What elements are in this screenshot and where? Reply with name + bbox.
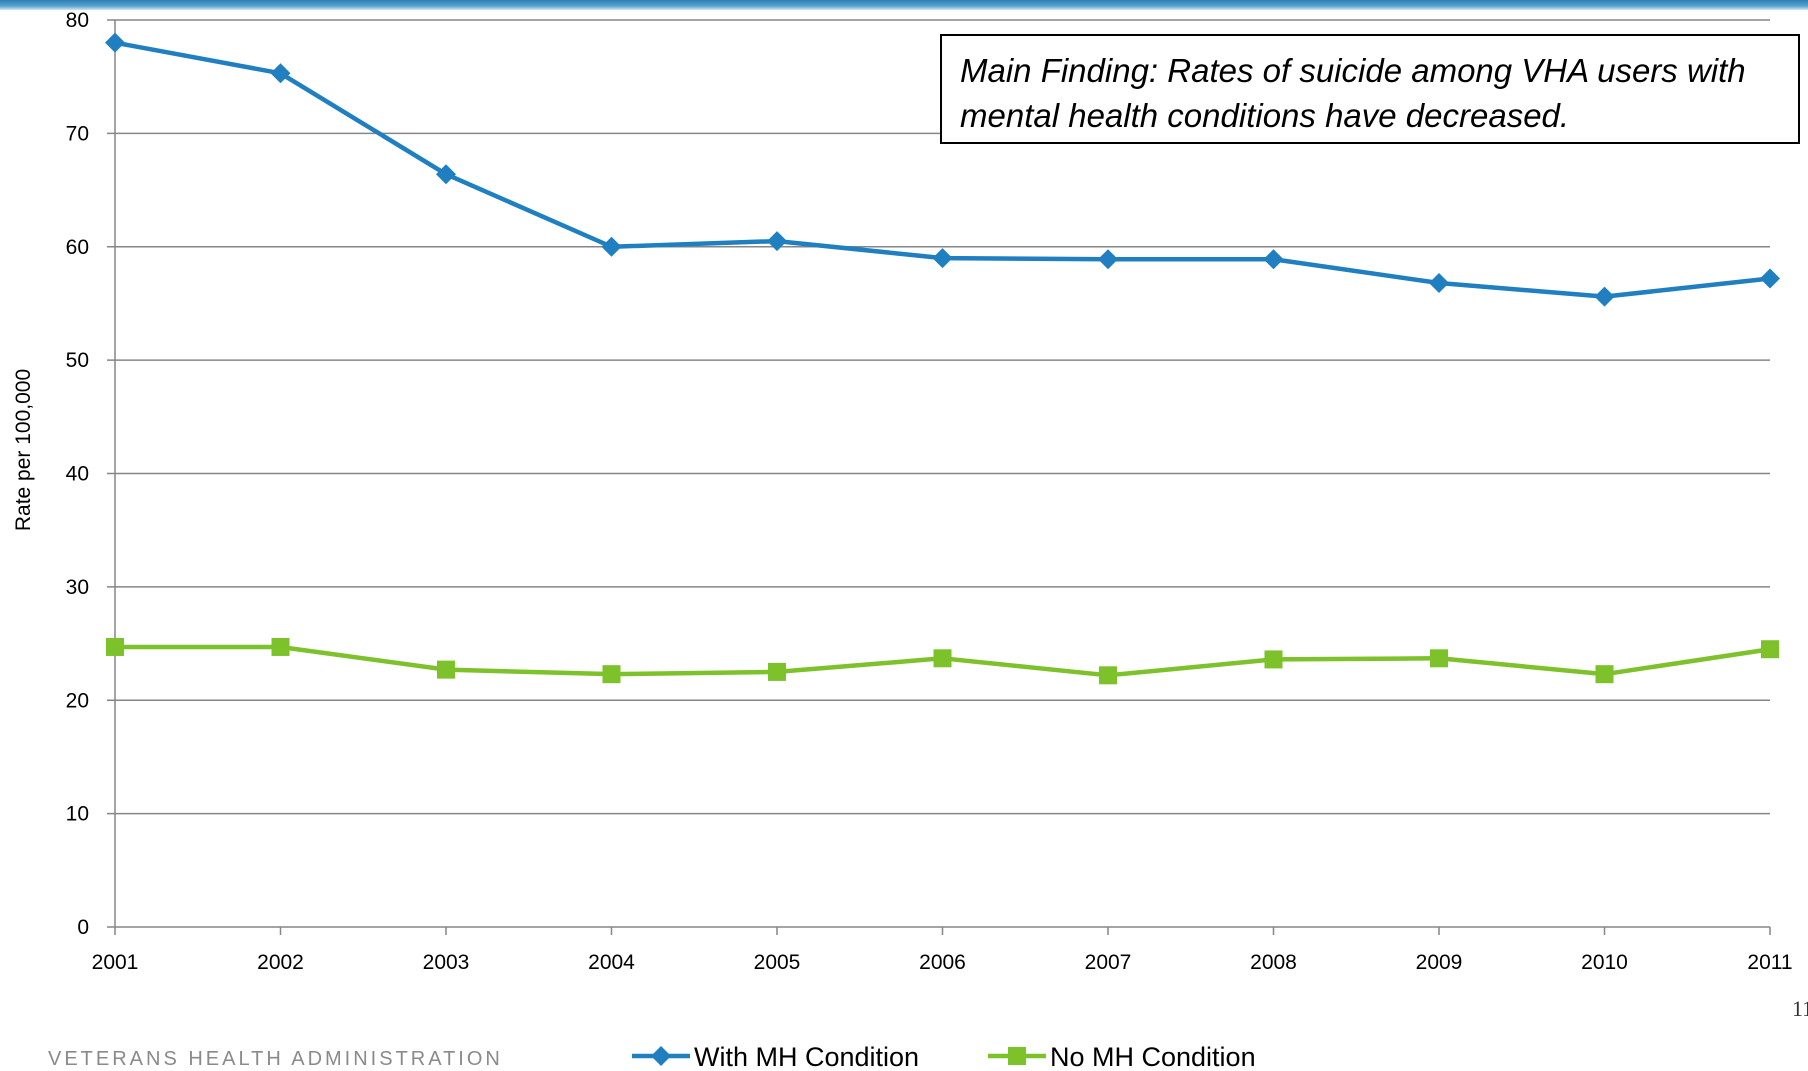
data-point-no-mh-condition [602, 665, 621, 684]
legend-marker-no-mh-condition [1008, 1047, 1026, 1065]
data-point-no-mh-condition [768, 662, 786, 681]
y-tick-label: 30 [66, 576, 89, 599]
x-tick-label: 2003 [423, 951, 470, 974]
data-point-with-mh-condition [1263, 249, 1284, 270]
legend-marker-with-mh-condition [651, 1046, 671, 1066]
data-point-no-mh-condition [1264, 650, 1283, 669]
y-tick-labels: 0 10 20 30 40 50 60 70 80 [66, 9, 89, 939]
data-point-with-mh-condition [767, 231, 787, 252]
gridlines [115, 19, 1770, 815]
y-tick-label: 20 [66, 689, 89, 712]
legend-label-with-mh-condition: With MH Condition [694, 1042, 919, 1071]
data-point-with-mh-condition [1760, 268, 1780, 289]
x-tick-label: 2004 [588, 951, 635, 974]
data-point-no-mh-condition [1099, 666, 1117, 685]
data-point-with-mh-condition [932, 248, 953, 269]
data-point-no-mh-condition [1595, 665, 1614, 684]
x-tick-label: 2007 [1085, 951, 1132, 974]
x-tick-label: 2011 [1747, 951, 1792, 974]
x-tick-labels: 2001 2002 2003 2004 2005 2006 2007 2008 2009 2010… [92, 951, 1793, 974]
y-tick-label: 10 [66, 803, 89, 826]
y-tick-label: 60 [66, 236, 89, 259]
legend: With MH Condition No MH Condition [632, 1042, 1256, 1071]
y-tick-label: 50 [66, 349, 89, 372]
page-number: 11 [1792, 996, 1808, 1021]
x-tick-label: 2005 [754, 951, 801, 974]
y-tick-label: 0 [77, 916, 89, 939]
footer-organization: VETERANS HEALTH ADMINISTRATION [48, 1048, 503, 1070]
header-band [0, 0, 1808, 10]
data-point-with-mh-condition [1594, 286, 1615, 307]
data-point-with-mh-condition [601, 236, 622, 257]
x-tick-label: 2002 [257, 951, 304, 974]
main-finding-annotation: Main Finding: Rates of suicide among VHA… [940, 34, 1800, 144]
data-point-with-mh-condition [436, 164, 456, 185]
data-point-with-mh-condition [1429, 273, 1449, 294]
data-point-with-mh-condition [105, 32, 125, 53]
data-point-no-mh-condition [933, 649, 952, 668]
x-tick-label: 2010 [1581, 951, 1628, 974]
data-point-no-mh-condition [437, 660, 455, 679]
y-axis-label: Rate per 100,000 [12, 369, 35, 531]
legend-label-no-mh-condition: No MH Condition [1050, 1042, 1256, 1071]
y-tick-label: 40 [66, 463, 89, 486]
x-tick-label: 2006 [919, 951, 966, 974]
data-point-no-mh-condition [1761, 640, 1779, 659]
x-tick-label: 2001 [92, 951, 139, 974]
y-tick-label: 70 [66, 122, 89, 145]
data-point-with-mh-condition [270, 63, 291, 84]
axes [107, 19, 1771, 935]
series-markers [105, 32, 1780, 685]
x-tick-label: 2008 [1250, 951, 1297, 974]
data-point-no-mh-condition [106, 637, 124, 656]
y-tick-label: 80 [66, 9, 89, 32]
data-point-no-mh-condition [1430, 649, 1448, 668]
data-point-no-mh-condition [271, 637, 290, 656]
x-tick-label: 2009 [1416, 951, 1463, 974]
data-point-with-mh-condition [1098, 249, 1118, 270]
